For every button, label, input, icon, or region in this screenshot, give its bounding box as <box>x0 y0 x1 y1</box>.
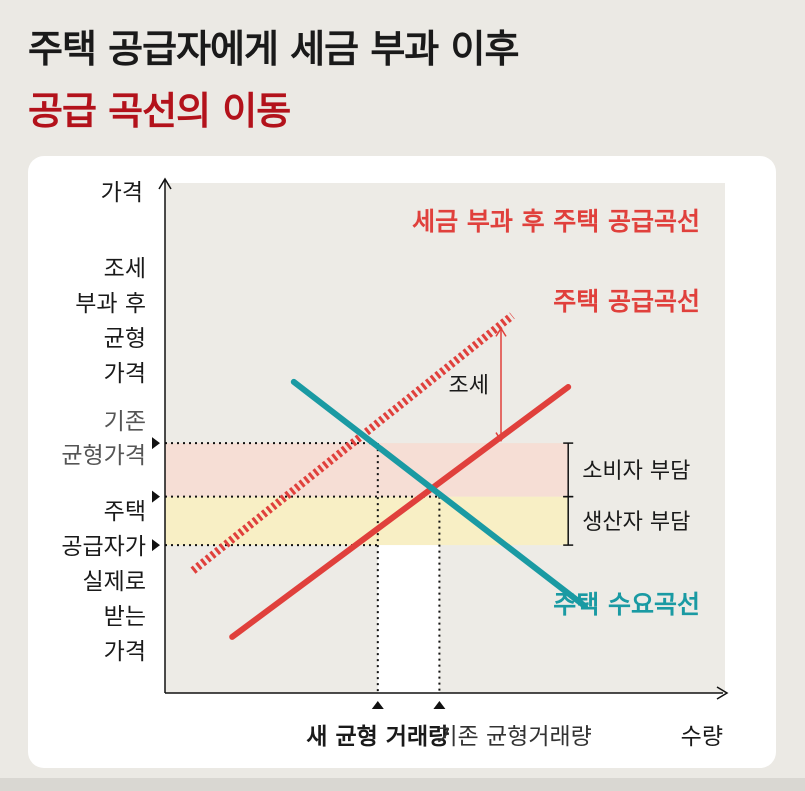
tax-arrow-head-up <box>495 326 507 337</box>
series-label-supply: 주택 공급곡선 <box>553 287 700 316</box>
y-label-original-price-1: 균형가격 <box>61 443 146 469</box>
plot-area <box>165 183 725 693</box>
y-label-supplier-price-0: 주택 <box>104 499 146 525</box>
y-axis-label: 가격 <box>101 180 143 206</box>
y-label-original-price-0: 기존 <box>104 409 146 435</box>
tax-price-marker <box>152 437 160 450</box>
supplier-price-marker <box>152 539 160 552</box>
y-label-tax-price-1: 부과 후 <box>75 291 146 317</box>
new-quantity-marker <box>371 701 384 709</box>
series-line-0 <box>229 384 572 640</box>
consumer-burden-band <box>165 443 569 497</box>
chart-title: 주택 공급자에게 세금 부과 이후 <box>28 27 519 71</box>
y-axis-arrow <box>158 177 172 190</box>
original-price-marker <box>152 490 160 503</box>
y-label-supplier-price-2: 실제로 <box>83 569 146 595</box>
tax-arrow-head-down <box>495 432 507 442</box>
y-label-tax-price-0: 조세 <box>104 256 146 282</box>
y-label-supplier-price-3: 받는 <box>104 604 146 630</box>
series-label-demand: 주택 수요곡선 <box>553 590 700 619</box>
x-label-original-quantity: 기존 균형거래량 <box>436 724 591 750</box>
tax-label: 조세 <box>449 373 489 398</box>
y-label-tax-price-2: 균형 <box>104 326 146 352</box>
bottom-strip <box>0 778 805 791</box>
consumer-burden-label: 소비자 부담 <box>582 459 690 484</box>
x-axis-label: 수량 <box>681 724 723 750</box>
x-axis-arrow <box>716 686 729 700</box>
y-label-supplier-price-4: 가격 <box>104 639 146 665</box>
series-line-1 <box>190 312 515 574</box>
chart-subtitle: 공급 곡선의 이동 <box>28 89 291 133</box>
y-label-supplier-price-1: 공급자가 <box>61 534 146 560</box>
producer-burden-label: 생산자 부담 <box>582 510 690 535</box>
original-quantity-marker <box>433 701 446 709</box>
x-label-new-quantity: 새 균형 거래량 <box>306 724 449 750</box>
y-label-tax-price-3: 가격 <box>104 361 146 387</box>
quantity-gap <box>377 545 440 693</box>
series-label-taxed-supply: 세금 부과 후 주택 공급곡선 <box>412 207 700 236</box>
series-line-2 <box>290 378 588 610</box>
